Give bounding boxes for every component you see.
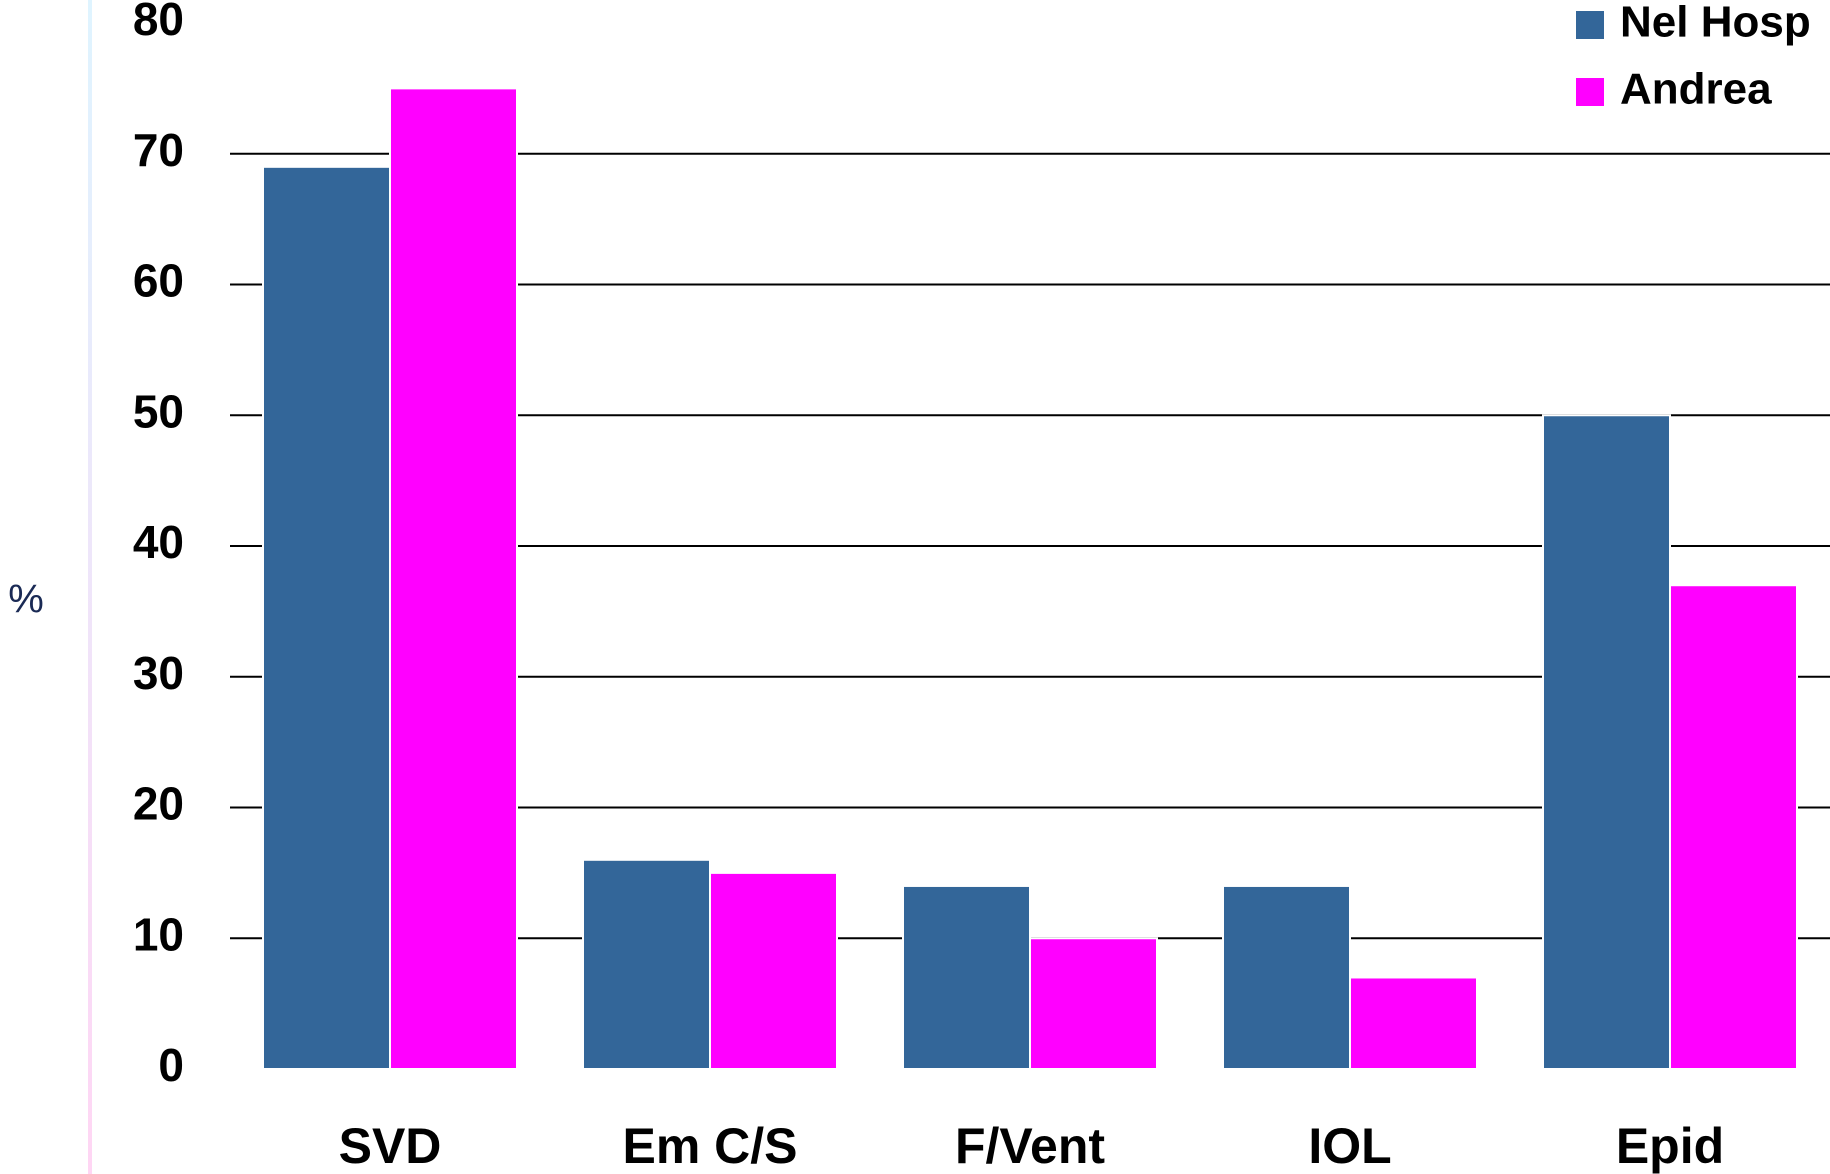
y-tick-label: 10: [133, 908, 184, 960]
x-tick-label: SVD: [339, 1118, 442, 1174]
side-rule: [88, 0, 92, 1174]
bar: [1542, 414, 1671, 1070]
bar: [1349, 976, 1478, 1070]
y-tick-label: 30: [133, 647, 184, 699]
x-tick-label: Em C/S: [622, 1118, 797, 1174]
legend-swatch: [1576, 78, 1604, 106]
legend-label: Andrea: [1620, 65, 1772, 114]
y-tick-label: 50: [133, 385, 184, 437]
bar: [389, 87, 518, 1070]
bar: [262, 165, 391, 1070]
x-tick-label: Epid: [1616, 1118, 1724, 1174]
y-tick-label: 80: [133, 0, 184, 45]
x-tick-label: IOL: [1308, 1118, 1391, 1174]
x-tick-label: F/Vent: [955, 1118, 1105, 1174]
y-tick-label: 0: [158, 1039, 184, 1091]
bar: [1669, 584, 1798, 1070]
y-tick-label: 60: [133, 255, 184, 307]
legend-swatch: [1576, 11, 1604, 39]
bar: [709, 871, 838, 1070]
bar: [902, 884, 1031, 1071]
legend-label: Nel Hosp: [1620, 0, 1811, 47]
y-tick-label: 20: [133, 778, 184, 830]
bar: [1029, 937, 1158, 1070]
bar: [582, 858, 711, 1070]
y-tick-label: 70: [133, 124, 184, 176]
y-axis-label: %: [8, 578, 44, 622]
y-tick-label: 40: [133, 516, 184, 568]
bar: [1222, 884, 1351, 1071]
